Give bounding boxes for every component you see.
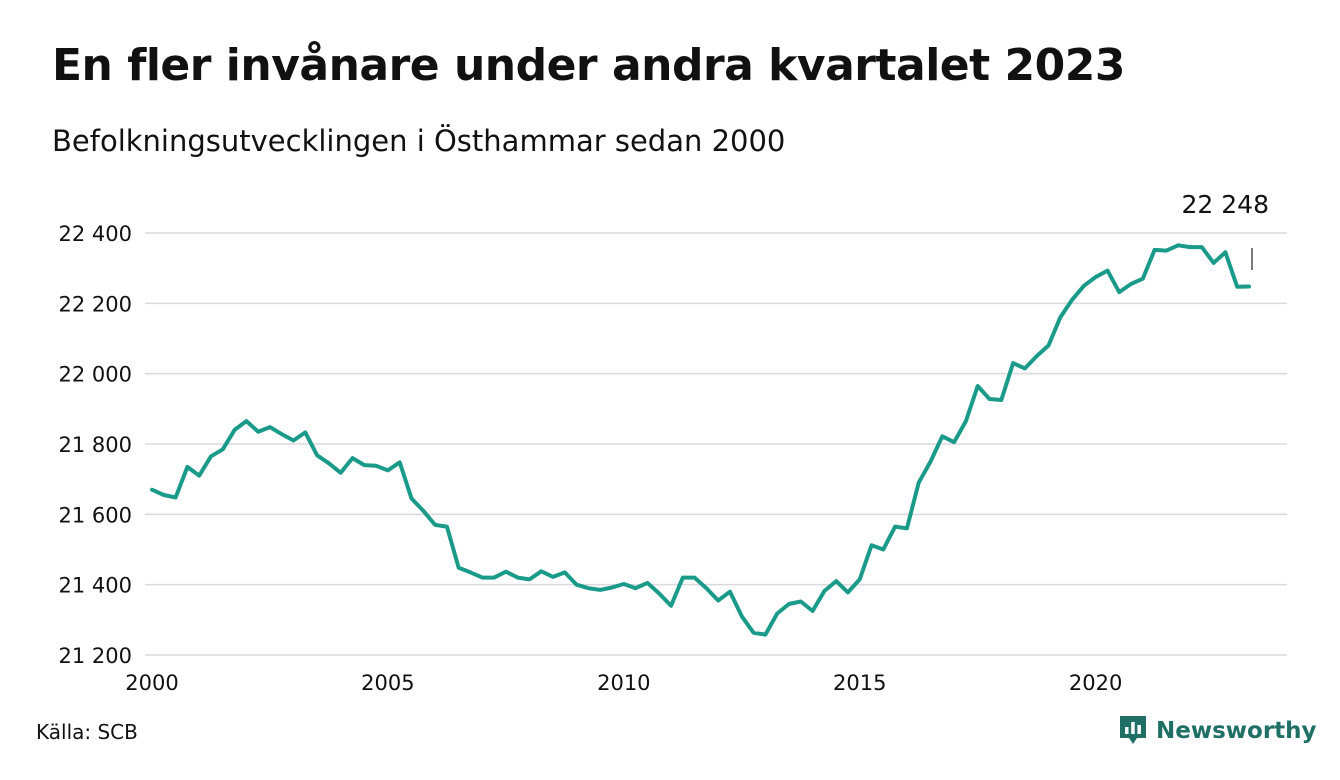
gridlines xyxy=(145,232,1287,656)
brand-name: Newsworthy xyxy=(1156,718,1317,744)
series-line xyxy=(150,243,1251,637)
y-tick-label: 22 400 xyxy=(59,222,132,246)
x-tick-label: 2020 xyxy=(1069,671,1122,695)
chart-title: En fler invånare under andra kvartalet 2… xyxy=(52,40,1125,91)
y-tick-label: 22 200 xyxy=(59,292,132,316)
series-layer xyxy=(150,243,1251,637)
end-annotation: 22 248 xyxy=(1182,190,1269,270)
x-tick-label: 2015 xyxy=(833,671,886,695)
y-tick-label: 21 600 xyxy=(59,503,132,527)
y-tick-label: 21 800 xyxy=(59,433,132,457)
y-tick-label: 22 000 xyxy=(59,363,132,387)
newsworthy-logo-icon xyxy=(1120,716,1146,744)
y-tick-label: 21 400 xyxy=(59,574,132,598)
end-value-label: 22 248 xyxy=(1182,190,1269,219)
y-axis-ticks: 21 200 21 400 21 600 21 800 22 000 22 200 22 4… xyxy=(59,222,132,668)
x-tick-label: 2005 xyxy=(361,671,414,695)
chart-subtitle: Befolkningsutvecklingen i Östhammar seda… xyxy=(52,124,786,158)
brand-logo: Newsworthy xyxy=(1118,714,1317,748)
y-tick-label: 21 200 xyxy=(59,644,132,668)
x-axis-ticks: 2000 2005 2010 2015 2020 xyxy=(125,671,1122,695)
x-tick-label: 2010 xyxy=(597,671,650,695)
source-note: Källa: SCB xyxy=(36,720,138,744)
x-tick-label: 2000 xyxy=(125,671,178,695)
